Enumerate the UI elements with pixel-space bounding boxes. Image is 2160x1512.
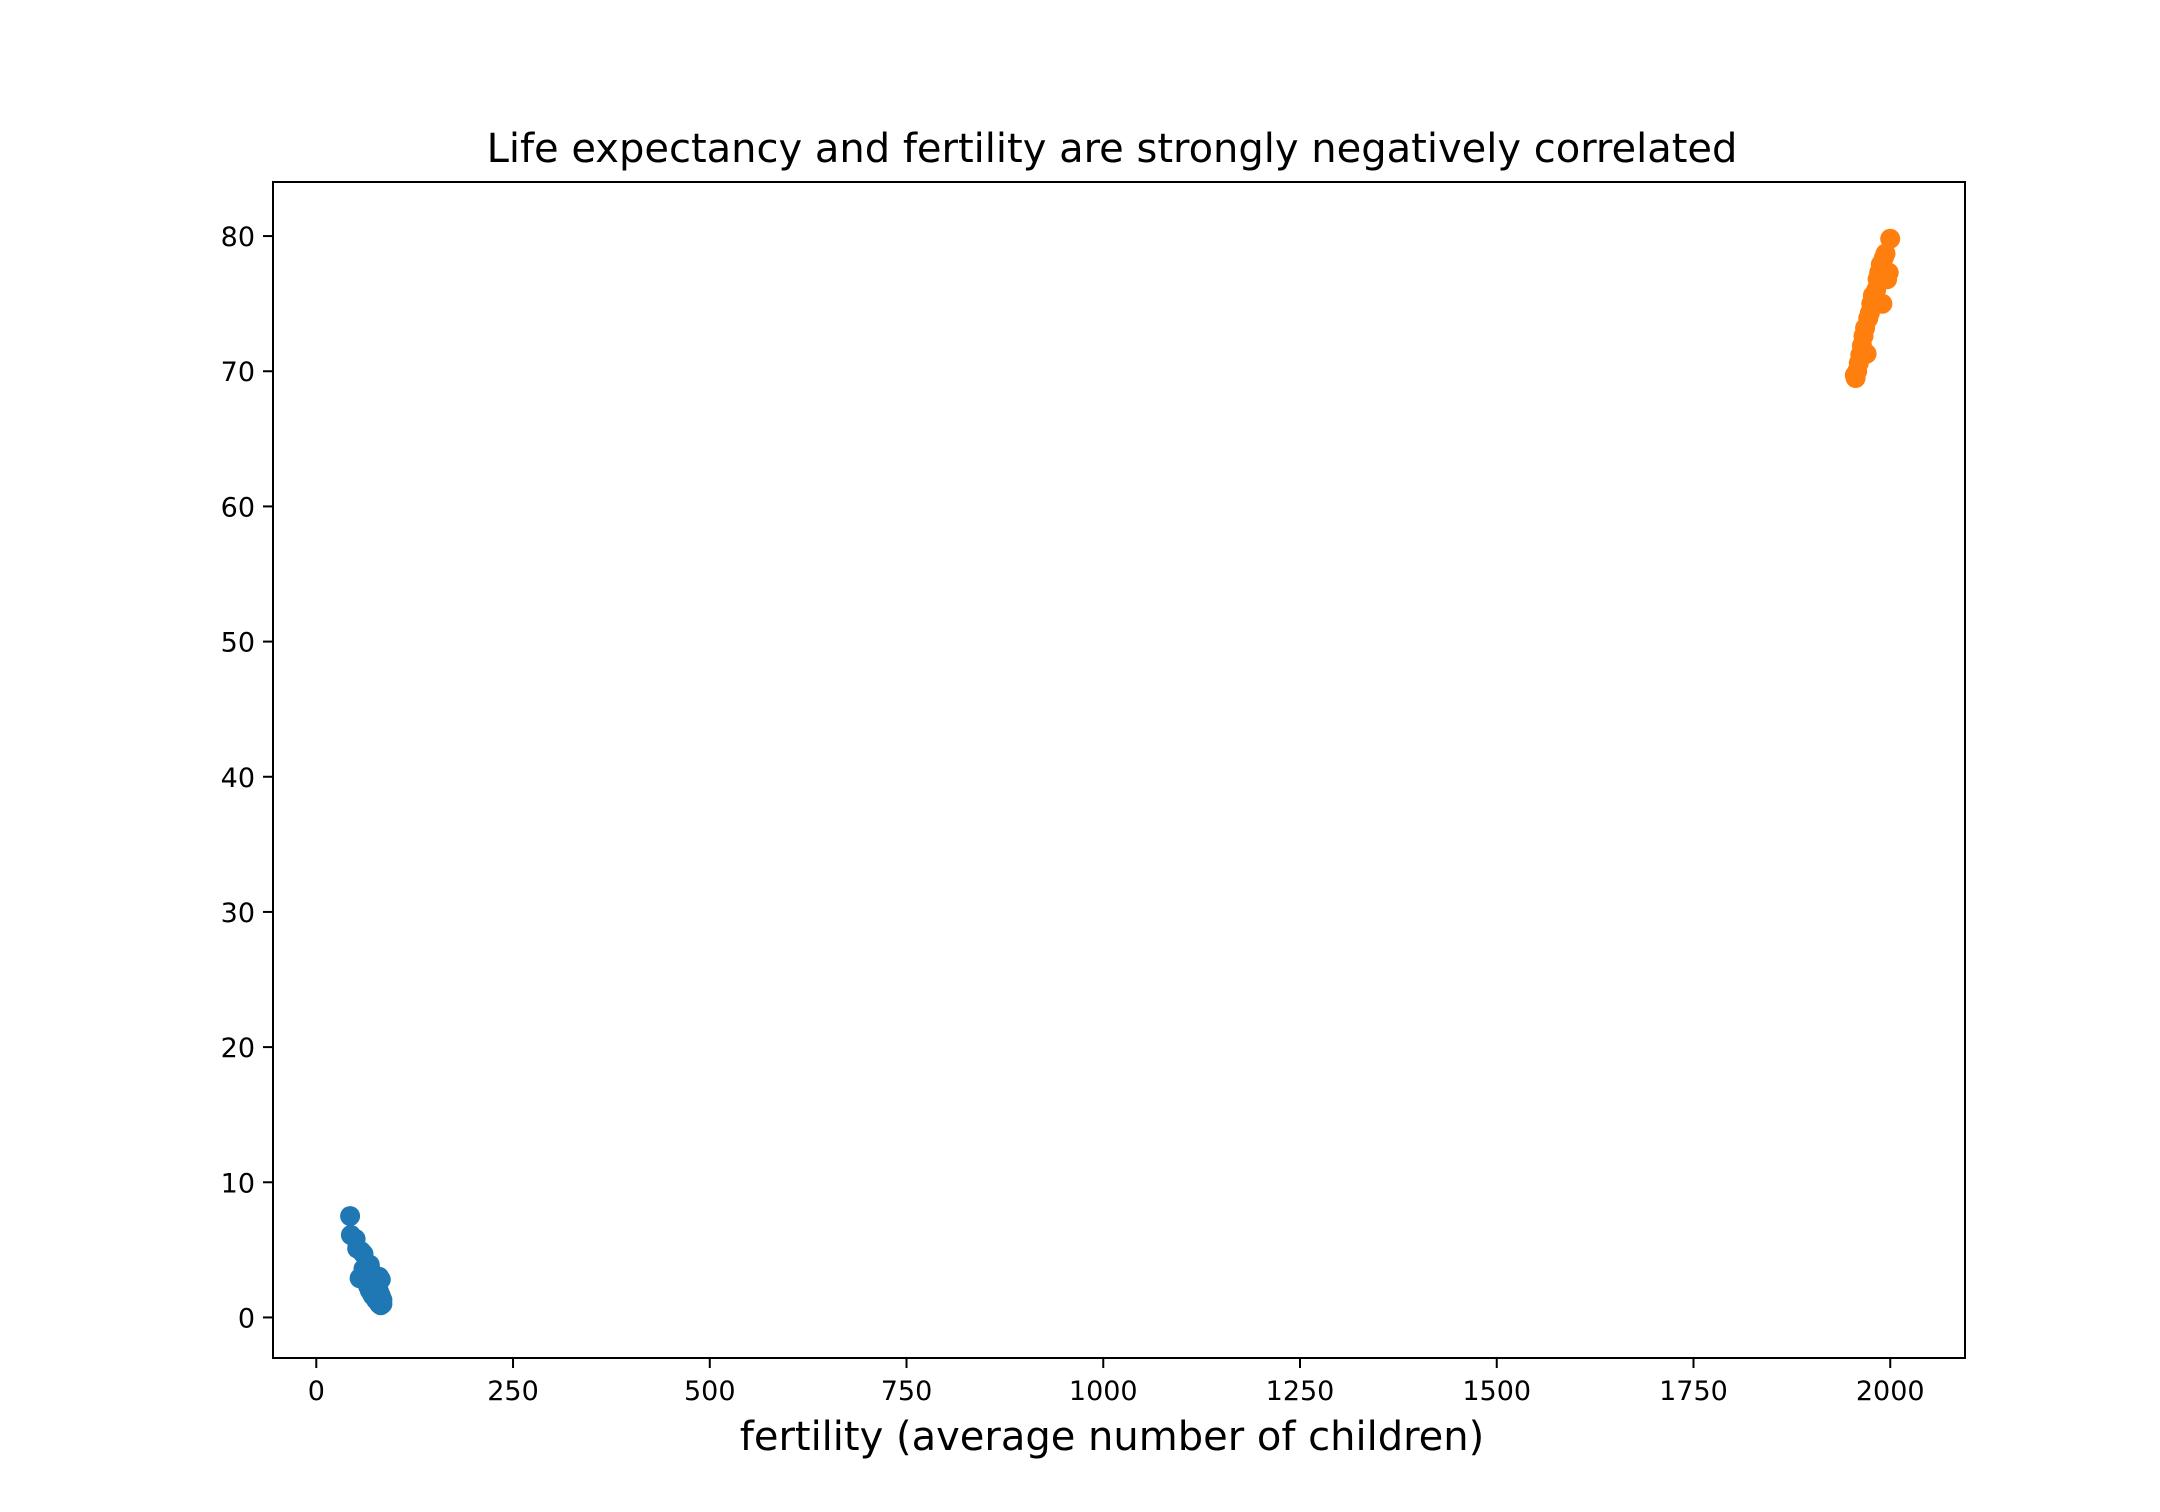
x-tick-label: 1750 [1659,1376,1728,1407]
data-point [1856,343,1877,364]
x-tick-label: 2000 [1856,1376,1925,1407]
x-tick-label: 1250 [1266,1376,1335,1407]
x-tick-label: 1000 [1069,1376,1138,1407]
data-point [1872,293,1893,314]
y-tick-label: 80 [221,222,255,253]
x-tick-label: 500 [684,1376,736,1407]
series-1 [1844,228,1901,388]
data-point [1878,262,1899,283]
y-tick-label: 20 [221,1033,255,1064]
data-point [372,1293,393,1314]
y-tick-label: 30 [221,898,255,929]
data-point [370,1269,391,1290]
y-tick-label: 70 [221,357,255,388]
axes-frame [272,181,1966,1359]
plot-area [272,181,1966,1359]
x-axis-label: fertility (average number of children) [740,1414,1485,1460]
data-point [340,1206,361,1227]
y-tick-label: 10 [221,1168,255,1199]
chart-title: Life expectancy and fertility are strong… [487,126,1738,172]
x-tick-label: 750 [881,1376,933,1407]
y-tick-label: 0 [238,1303,255,1334]
x-tick-label: 1500 [1462,1376,1531,1407]
y-axis: 0 10 20 30 40 50 60 70 80 [221,222,273,1334]
series-0 [340,1206,393,1316]
x-tick-label: 250 [487,1376,539,1407]
x-axis: 0 250 500 750 1000 1250 1500 1750 2000 [308,1358,1925,1407]
data-point [1880,228,1901,249]
y-tick-label: 50 [221,628,255,659]
y-tick-label: 60 [221,492,255,523]
y-tick-label: 40 [221,763,255,794]
x-tick-label: 0 [308,1376,325,1407]
